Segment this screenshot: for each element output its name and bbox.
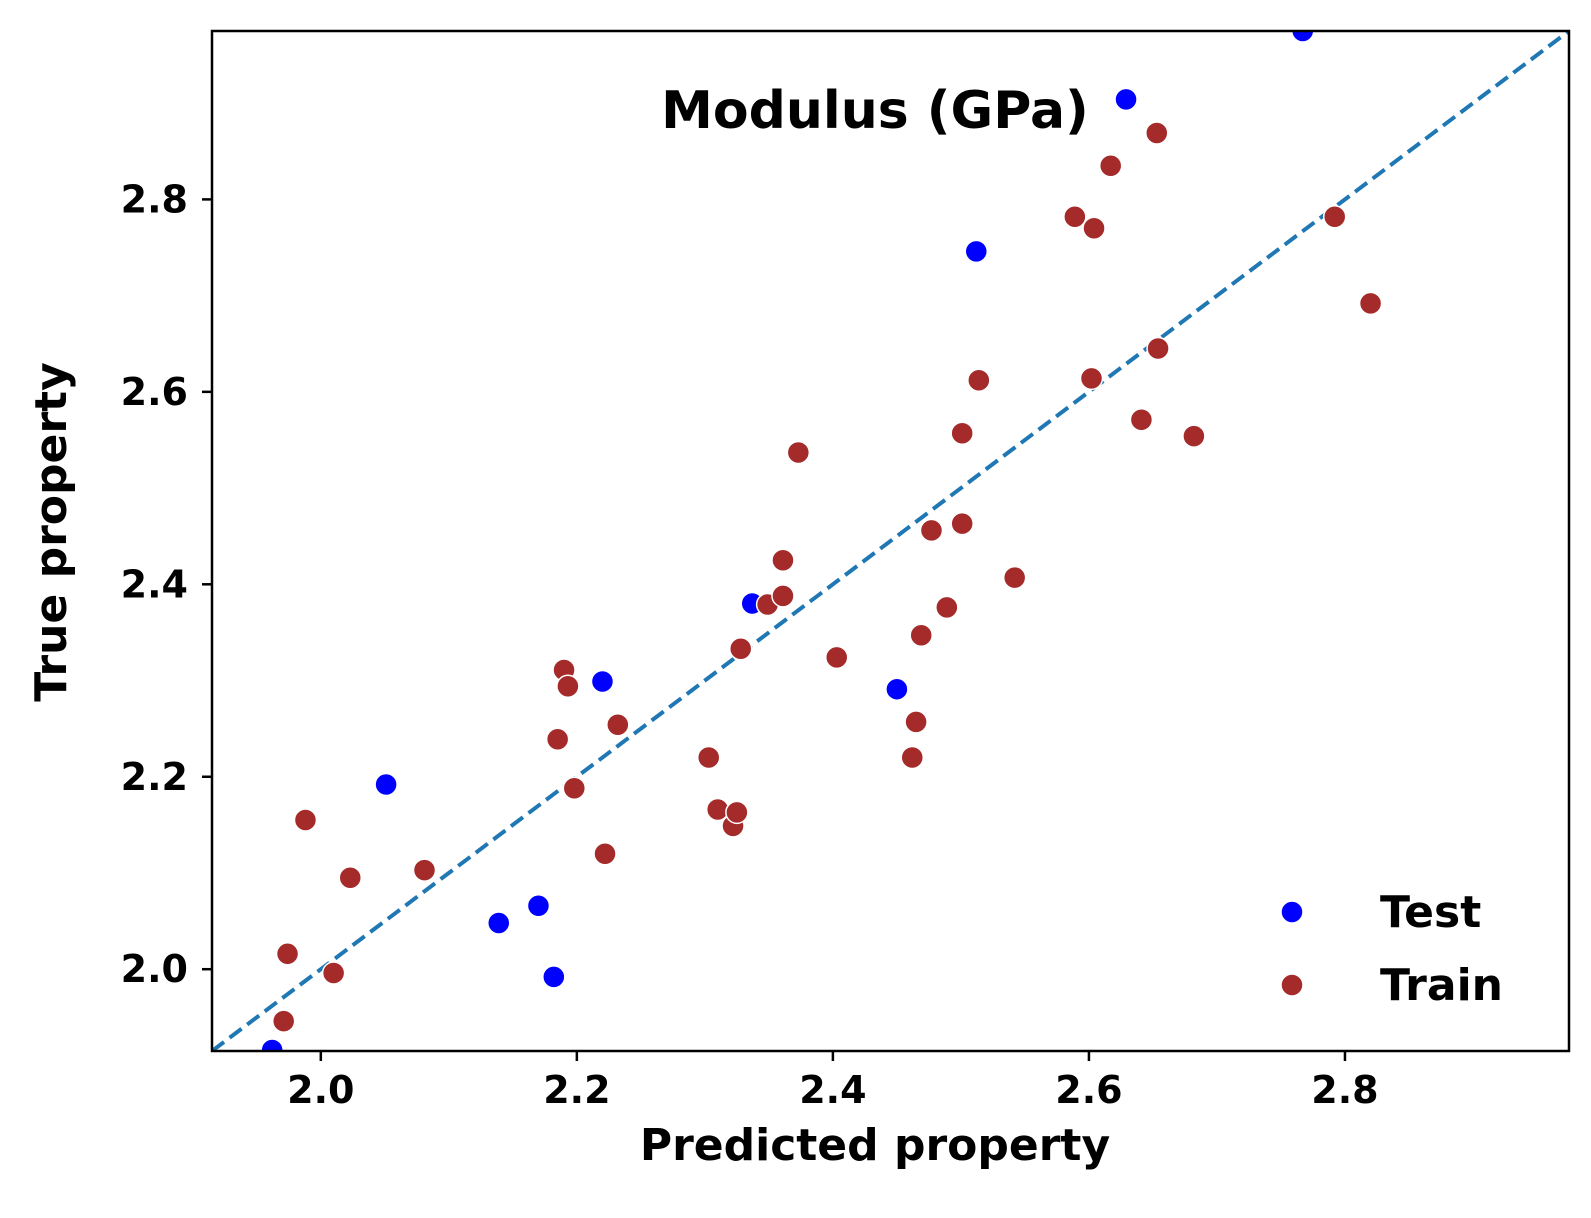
data-point-train bbox=[900, 745, 925, 770]
data-point-test bbox=[590, 669, 615, 694]
data-point-train bbox=[696, 745, 721, 770]
data-point-train bbox=[556, 674, 580, 699]
data-point-train bbox=[1145, 121, 1169, 145]
data-point-train bbox=[771, 548, 795, 572]
data-point-train bbox=[1146, 336, 1170, 361]
y-tick-label: 2.8 bbox=[121, 177, 188, 221]
data-point-train bbox=[1322, 204, 1347, 229]
data-point-test bbox=[885, 677, 909, 701]
data-point-test bbox=[526, 893, 551, 918]
data-point-train bbox=[606, 713, 630, 737]
legend-marker-test bbox=[1280, 900, 1304, 924]
legend-label-train: Train bbox=[1380, 960, 1503, 1011]
data-point-train bbox=[950, 511, 974, 536]
data-point-train bbox=[338, 866, 363, 890]
legend-label-test: Test bbox=[1380, 887, 1481, 938]
data-point-train bbox=[1358, 291, 1383, 316]
points-layer bbox=[260, 31, 1383, 1051]
y-tick-label: 2.0 bbox=[121, 947, 188, 991]
data-point-train bbox=[935, 595, 959, 620]
series-train bbox=[271, 121, 1383, 1033]
y-axis-label: True property bbox=[26, 362, 77, 702]
data-point-train bbox=[275, 942, 300, 966]
x-tick-label: 2.0 bbox=[287, 1068, 354, 1112]
data-point-train bbox=[967, 368, 991, 393]
reference-line bbox=[212, 31, 1569, 1051]
reference-line-layer bbox=[212, 31, 1569, 1051]
plot-area bbox=[210, 29, 1571, 1053]
data-point-train bbox=[1098, 153, 1123, 178]
data-point-train bbox=[728, 637, 753, 661]
data-point-train bbox=[904, 710, 928, 734]
legend: Test Train bbox=[1280, 887, 1503, 1011]
x-tick-label: 2.2 bbox=[543, 1068, 610, 1112]
ticks-layer: 2.0 2.2 2.4 2.6 2.8 2.0 2.2 2.4 2.6 2.8 bbox=[121, 177, 1379, 1112]
data-point-train bbox=[1002, 565, 1027, 590]
x-tick-label: 2.6 bbox=[1055, 1068, 1122, 1112]
data-point-train bbox=[593, 841, 617, 866]
chart-title: Modulus (GPa) bbox=[661, 81, 1089, 141]
data-point-train bbox=[824, 645, 849, 670]
data-point-test bbox=[542, 965, 566, 989]
data-point-train bbox=[545, 727, 570, 751]
data-point-train bbox=[950, 421, 974, 445]
data-point-train bbox=[909, 623, 933, 648]
data-point-train bbox=[412, 858, 437, 882]
y-tick-label: 2.4 bbox=[121, 562, 188, 606]
data-point-test bbox=[964, 239, 989, 264]
data-point-train bbox=[919, 518, 944, 543]
data-point-train bbox=[562, 776, 587, 801]
data-point-train bbox=[1082, 216, 1106, 241]
y-tick-label: 2.2 bbox=[121, 755, 188, 799]
series-test bbox=[260, 31, 1315, 1051]
data-point-train bbox=[271, 1009, 296, 1033]
data-point-train bbox=[786, 440, 811, 465]
x-axis-label: Predicted property bbox=[640, 1120, 1110, 1171]
data-point-test bbox=[1114, 87, 1138, 112]
data-point-train bbox=[725, 800, 749, 825]
plot-frame bbox=[210, 29, 1571, 1053]
data-point-test bbox=[1290, 31, 1315, 43]
y-tick-label: 2.6 bbox=[121, 370, 188, 414]
data-point-train bbox=[1129, 408, 1154, 432]
data-point-train bbox=[293, 808, 318, 832]
data-point-train bbox=[1079, 366, 1104, 391]
data-point-train bbox=[771, 584, 795, 608]
data-point-train bbox=[1182, 424, 1206, 448]
legend-marker-train bbox=[1280, 973, 1304, 997]
data-point-test bbox=[487, 911, 511, 935]
data-point-train bbox=[321, 961, 346, 985]
x-tick-label: 2.4 bbox=[799, 1068, 866, 1112]
data-point-train bbox=[1063, 204, 1087, 229]
x-tick-label: 2.8 bbox=[1311, 1068, 1378, 1112]
data-point-test bbox=[374, 772, 398, 797]
